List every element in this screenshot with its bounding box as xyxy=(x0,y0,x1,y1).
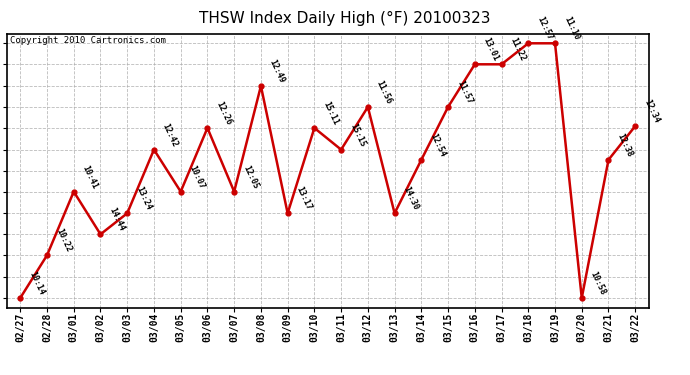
Text: 14:44: 14:44 xyxy=(108,207,126,233)
Text: 12:38: 12:38 xyxy=(615,132,634,158)
Text: 15:15: 15:15 xyxy=(348,122,367,148)
Text: 10:58: 10:58 xyxy=(589,270,607,297)
Text: Copyright 2010 Cartronics.com: Copyright 2010 Cartronics.com xyxy=(10,36,166,45)
Text: 10:07: 10:07 xyxy=(188,164,206,190)
Text: 11:22: 11:22 xyxy=(509,36,527,63)
Text: 12:26: 12:26 xyxy=(215,100,233,127)
Text: 15:11: 15:11 xyxy=(322,100,340,127)
Text: 13:24: 13:24 xyxy=(134,185,153,212)
Text: 13:01: 13:01 xyxy=(482,36,500,63)
Text: 10:14: 10:14 xyxy=(27,270,46,297)
Text: 10:41: 10:41 xyxy=(81,164,99,190)
Text: 12:57: 12:57 xyxy=(535,15,554,42)
Text: 12:49: 12:49 xyxy=(268,58,286,85)
Text: 12:42: 12:42 xyxy=(161,122,179,148)
Text: 12:34: 12:34 xyxy=(642,98,661,124)
Text: 11:10: 11:10 xyxy=(562,15,581,42)
Text: THSW Index Daily High (°F) 20100323: THSW Index Daily High (°F) 20100323 xyxy=(199,11,491,26)
Text: 11:57: 11:57 xyxy=(455,79,474,106)
Text: 10:22: 10:22 xyxy=(54,228,72,254)
Text: 12:05: 12:05 xyxy=(241,164,260,190)
Text: 14:30: 14:30 xyxy=(402,185,420,212)
Text: 13:17: 13:17 xyxy=(295,185,313,212)
Text: 11:56: 11:56 xyxy=(375,79,393,106)
Text: 12:54: 12:54 xyxy=(428,132,447,158)
